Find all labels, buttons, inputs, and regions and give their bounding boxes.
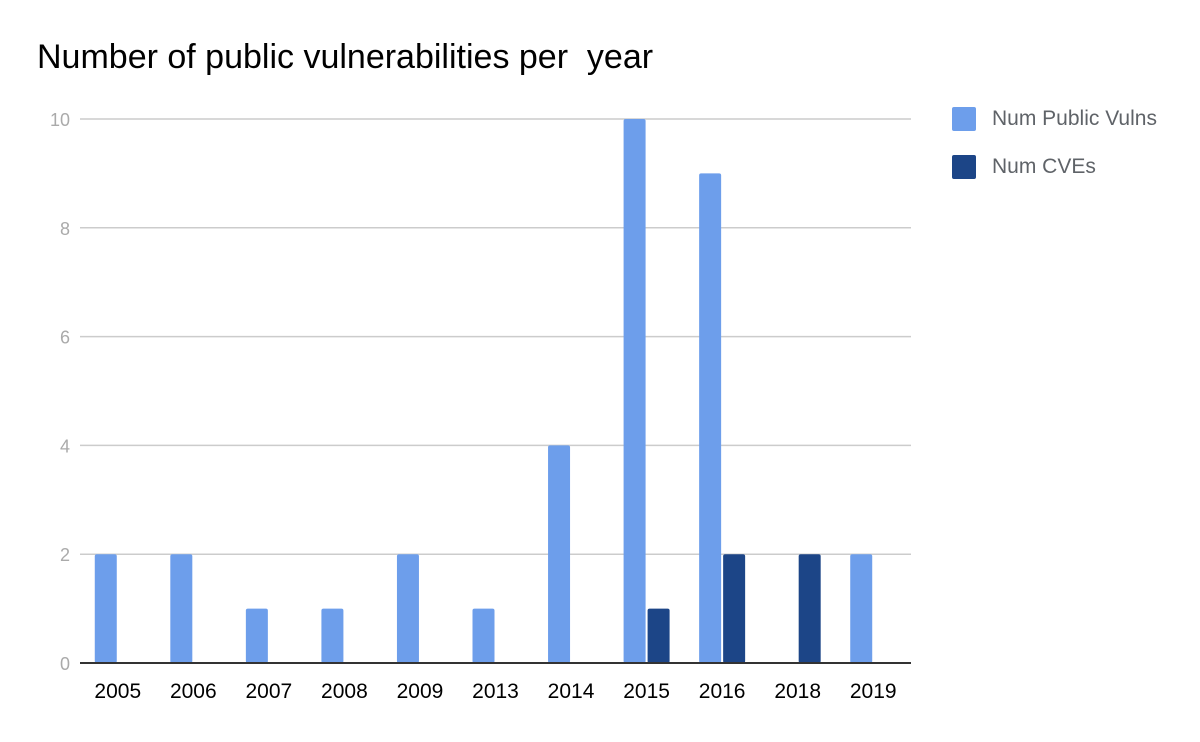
bar-cves-2015 bbox=[647, 608, 670, 663]
x-tick-label: 2006 bbox=[170, 680, 217, 703]
legend-label-cves: Num CVEs bbox=[992, 155, 1096, 178]
bar-public-vulns-2016 bbox=[699, 173, 722, 663]
legend-item-public-vulns: Num Public Vulns bbox=[952, 106, 1157, 132]
x-tick-label: 2005 bbox=[94, 680, 141, 703]
bar-public-vulns-2006 bbox=[170, 554, 193, 663]
chart-title: Number of public vulnerabilities per yea… bbox=[37, 38, 654, 76]
bar-public-vulns-2019 bbox=[850, 554, 873, 663]
x-tick-label: 2015 bbox=[623, 680, 670, 703]
y-tick-label: 2 bbox=[60, 545, 70, 565]
bar-public-vulns-2013 bbox=[472, 608, 495, 663]
y-tick-label: 6 bbox=[60, 328, 70, 348]
legend: Num Public Vulns Num CVEs bbox=[952, 106, 1157, 202]
x-tick-label: 2014 bbox=[548, 680, 595, 703]
y-tick-label: 10 bbox=[50, 110, 70, 130]
x-tick-label: 2019 bbox=[850, 680, 897, 703]
bar-public-vulns-2008 bbox=[321, 608, 344, 663]
y-tick-label: 0 bbox=[60, 654, 70, 674]
legend-swatch-public-vulns bbox=[952, 107, 976, 131]
y-tick-label: 8 bbox=[60, 219, 70, 239]
legend-label-public-vulns: Num Public Vulns bbox=[992, 107, 1157, 130]
bar-public-vulns-2014 bbox=[548, 445, 571, 663]
x-tick-label: 2018 bbox=[774, 680, 821, 703]
legend-swatch-cves bbox=[952, 155, 976, 179]
x-tick-label: 2008 bbox=[321, 680, 368, 703]
x-axis-tick-labels: 2005 2006 2007 2008 2009 2013 2014 2015 2016 2018… bbox=[94, 680, 896, 703]
bar-public-vulns-2005 bbox=[94, 554, 117, 663]
bars bbox=[94, 119, 873, 663]
bar-cves-2016 bbox=[723, 554, 746, 663]
bar-cves-2018 bbox=[798, 554, 821, 663]
x-tick-label: 2013 bbox=[472, 680, 519, 703]
bar-public-vulns-2009 bbox=[396, 554, 419, 663]
y-axis-tick-labels: 0 2 4 6 8 10 bbox=[50, 110, 70, 674]
x-tick-label: 2009 bbox=[397, 680, 444, 703]
legend-item-cves: Num CVEs bbox=[952, 154, 1157, 180]
y-tick-label: 4 bbox=[60, 436, 70, 456]
bar-public-vulns-2007 bbox=[245, 608, 268, 663]
grid-layer bbox=[80, 118, 911, 555]
x-tick-label: 2016 bbox=[699, 680, 746, 703]
bar-public-vulns-2015 bbox=[623, 119, 646, 663]
x-tick-label: 2007 bbox=[246, 680, 293, 703]
